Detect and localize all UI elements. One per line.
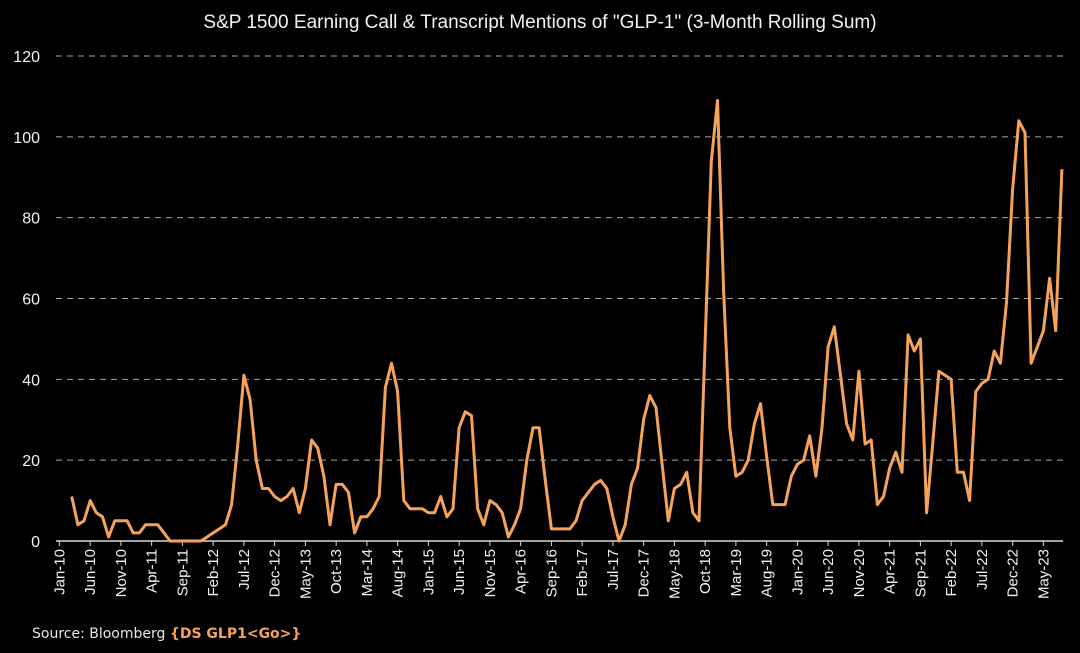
- series: [70, 99, 1064, 543]
- y-tick-label: 0: [31, 534, 40, 551]
- x-tick-label: Mar-14: [359, 549, 376, 597]
- x-tick-label: Oct-18: [697, 549, 714, 594]
- x-tick-label: Sep-16: [543, 549, 560, 597]
- x-tick-label: Jul-12: [236, 549, 253, 590]
- x-tick-label: Oct-13: [328, 549, 345, 594]
- y-axis: 0 20 40 60 80 100 120: [13, 49, 40, 551]
- x-tick-label: Feb-12: [205, 549, 222, 597]
- y-tick-label: 60: [22, 292, 40, 309]
- x-tick-label: Feb-17: [574, 549, 591, 597]
- x-tick-label: Apr-16: [513, 549, 530, 594]
- y-tick-label: 100: [13, 130, 40, 147]
- x-tick-label: Jul-22: [974, 549, 991, 590]
- y-tick-label: 120: [13, 49, 40, 66]
- x-tick-label: May-18: [666, 549, 683, 599]
- x-tick-label: Feb-22: [943, 549, 960, 597]
- x-tick-label: Dec-22: [1005, 549, 1022, 597]
- x-tick-label: Nov-10: [113, 549, 130, 597]
- x-tick-label: May-13: [297, 549, 314, 599]
- source-note: Source: Bloomberg {DS GLP1<Go>}: [32, 626, 301, 642]
- x-tick-label: Jun-20: [820, 549, 837, 595]
- y-tick-label: 20: [22, 453, 40, 470]
- x-tick-label: Apr-21: [882, 549, 899, 594]
- x-tick-label: Jun-15: [451, 549, 468, 595]
- x-tick-label: Nov-20: [851, 549, 868, 597]
- x-tick-label: Jan-15: [420, 549, 437, 595]
- chart-title: S&P 1500 Earning Call & Transcript Menti…: [203, 12, 877, 33]
- x-tick-label: Aug-14: [390, 549, 407, 597]
- y-tick-label: 40: [22, 372, 40, 389]
- source-code: {DS GLP1<Go>}: [169, 626, 302, 642]
- x-tick-label: Sep-21: [912, 549, 929, 597]
- x-tick-label: May-23: [1035, 549, 1052, 599]
- x-tick-label: Sep-11: [174, 549, 191, 596]
- x-tick-label: Mar-19: [728, 549, 745, 597]
- gridlines: [56, 55, 1063, 461]
- x-tick-label: Jan-20: [789, 549, 806, 595]
- x-tick-label: Nov-15: [482, 549, 499, 597]
- x-tick-label: Dec-17: [636, 549, 653, 597]
- x-tick-label: Dec-12: [267, 549, 284, 597]
- x-tick-label: Jan-10: [51, 549, 68, 595]
- x-tick-label: Aug-19: [759, 549, 776, 597]
- x-tick-label: Jul-17: [605, 549, 622, 590]
- series-line: [70, 99, 1064, 543]
- source-label: Source: Bloomberg: [32, 626, 166, 642]
- x-axis: Jan-10 Jun-10 Nov-10 Apr-11 Sep-11 Feb-12 Jul-…: [51, 540, 1063, 599]
- x-tick-label: Jun-10: [82, 549, 99, 595]
- y-tick-label: 80: [22, 211, 40, 228]
- x-tick-label: Apr-11: [144, 549, 161, 593]
